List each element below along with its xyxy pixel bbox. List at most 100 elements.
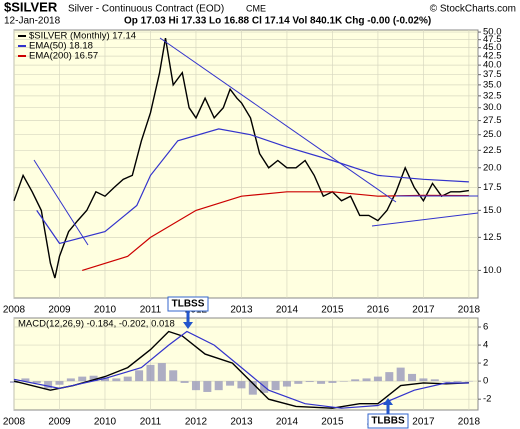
chart-title: $SILVER	[4, 0, 58, 14]
histogram-bar	[248, 381, 257, 395]
histogram-bar	[169, 370, 178, 382]
macd-panel	[13, 317, 479, 411]
x-tick-label: 2009	[48, 417, 71, 428]
histogram-bar	[100, 377, 109, 382]
histogram-bar	[328, 381, 337, 383]
y-tick-label: 40.0	[483, 60, 502, 71]
x-tick-label: 2011	[140, 417, 162, 428]
arrow-head	[183, 322, 193, 329]
date: 12-Jan-2018	[4, 16, 61, 27]
price-panel	[13, 29, 479, 299]
histogram-bar	[442, 381, 451, 382]
x-tick-label: 2008	[3, 305, 26, 316]
arrow-head	[383, 398, 393, 405]
y-tick-label: -2	[483, 394, 491, 405]
histogram-bar	[214, 381, 223, 391]
histogram-bar	[66, 378, 75, 382]
y-tick-label: 2	[483, 358, 488, 369]
histogram-bar	[226, 381, 235, 386]
y-tick-label: 35.0	[483, 79, 502, 90]
histogram-bar	[453, 381, 462, 383]
y-tick-label: 30.0	[483, 102, 502, 113]
x-tick-label: 2008	[3, 417, 26, 428]
x-tick-label: 2018	[458, 417, 481, 428]
x-tick-label: 2018	[458, 305, 481, 316]
histogram-bar	[32, 381, 41, 383]
histogram-bar	[135, 370, 144, 382]
histogram-bar	[180, 381, 189, 383]
y-tick-label: 27.5	[483, 115, 502, 126]
annotation: TLBSS	[172, 299, 205, 310]
histogram-bar	[112, 378, 121, 382]
legend-entry: EMA(50) 18.18	[29, 41, 93, 52]
histogram-bar	[44, 381, 53, 389]
y-tick-label: 25.0	[483, 129, 502, 140]
histogram-bar	[339, 381, 348, 382]
y-tick-label: 22.5	[483, 145, 502, 156]
y-tick-label: 17.5	[483, 182, 502, 193]
histogram-bar	[191, 381, 200, 391]
histogram-bar	[396, 367, 405, 382]
x-tick-label: 2010	[94, 305, 117, 316]
y-tick-label: 42.5	[483, 51, 502, 62]
y-tick-label: 6	[483, 322, 488, 333]
histogram-bar	[464, 380, 473, 382]
x-tick-label: 2010	[94, 417, 117, 428]
histogram-bar	[408, 373, 417, 382]
x-tick-label: 2011	[140, 305, 162, 316]
histogram-bar	[203, 381, 212, 392]
x-tick-label: 2014	[276, 417, 299, 428]
subtitle: Silver - Continuous Contract (EOD)	[68, 4, 224, 15]
y-tick-label: 20.0	[483, 162, 502, 173]
x-tick-label: 2014	[276, 305, 299, 316]
x-tick-label: 2017	[412, 305, 435, 316]
trend-line	[159, 37, 397, 203]
histogram-bar	[21, 378, 30, 382]
series-line	[36, 128, 469, 245]
series-line	[13, 330, 469, 409]
y-tick-label: 32.5	[483, 90, 502, 101]
histogram-bar	[282, 381, 291, 387]
x-tick-label: 2015	[321, 417, 344, 428]
histogram-bar	[351, 379, 360, 382]
legend-entry: EMA(200) 16.57	[29, 51, 98, 62]
histogram-bar	[385, 372, 394, 382]
y-tick-label: 15.0	[483, 205, 502, 216]
y-tick-label: 12.5	[483, 232, 502, 243]
series-line	[13, 330, 469, 409]
x-tick-label: 2013	[230, 305, 253, 316]
histogram-bar	[419, 378, 428, 382]
trend-line	[33, 159, 89, 246]
exchange: CME	[246, 3, 266, 13]
y-tick-label: 4	[483, 340, 488, 351]
histogram-bar	[78, 376, 87, 382]
histogram-bar	[373, 376, 382, 382]
x-tick-label: 2009	[48, 305, 71, 316]
x-tick-label: 2016	[367, 305, 390, 316]
y-tick-label: 50.0	[483, 27, 502, 38]
x-tick-label: 2013	[230, 417, 253, 428]
y-tick-label: 37.5	[483, 69, 502, 80]
y-tick-label: 47.5	[483, 34, 502, 45]
source: © StockCharts.com	[430, 4, 516, 15]
trend-line	[371, 212, 479, 227]
series-line	[13, 37, 469, 279]
panel-title: MACD(12,26,9) -0.184, -0.202, 0.018	[18, 319, 175, 330]
histogram-bar	[294, 381, 303, 384]
histogram-bar	[89, 375, 98, 382]
overlay	[33, 37, 479, 246]
histogram-bar	[237, 381, 246, 389]
histogram-bar	[123, 376, 132, 382]
histogram-bar	[305, 381, 314, 383]
annotation: TLBBS	[371, 416, 405, 427]
histogram-bar	[146, 364, 155, 382]
quote: Op 17.03 Hi 17.33 Lo 16.88 Cl 17.14 Vol …	[124, 16, 431, 27]
legend-entry: $SILVER (Monthly) 17.14	[29, 31, 136, 42]
x-tick-label: 2012	[185, 417, 208, 428]
x-tick-label: 2015	[321, 305, 344, 316]
histogram-bar	[362, 378, 371, 382]
histogram-bar	[55, 381, 64, 385]
histogram-bar	[10, 381, 18, 383]
histogram-bar	[430, 379, 439, 382]
